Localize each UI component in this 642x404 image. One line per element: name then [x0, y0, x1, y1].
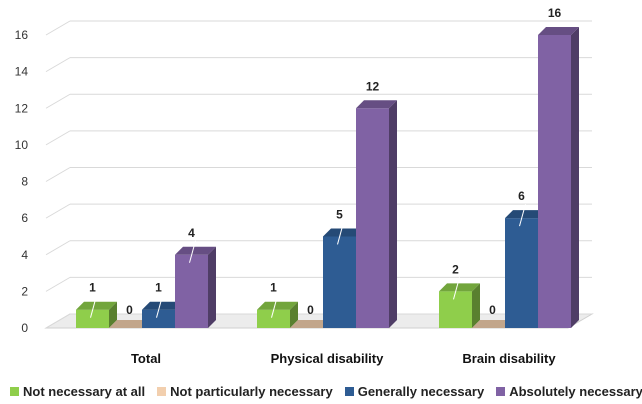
bar: 0 [290, 303, 331, 329]
data-label-leader [519, 203, 526, 227]
legend-swatch [157, 386, 167, 396]
gridline-side [45, 93, 71, 109]
legend-label: Not necessary at all [23, 383, 146, 399]
bar-top [109, 320, 150, 328]
data-label: 1 [270, 281, 277, 295]
data-label: 4 [188, 226, 195, 240]
bar-front [439, 291, 472, 328]
x-axis: Total Physical disability Brain disability [131, 351, 556, 366]
y-tick-label: 8 [21, 175, 28, 189]
y-axis: 0 2 4 6 8 10 12 14 16 [15, 28, 29, 335]
data-label: 1 [155, 281, 162, 295]
y-tick-label: 0 [21, 321, 28, 335]
data-label: 16 [548, 6, 562, 20]
bar-side [290, 301, 298, 328]
data-label: 12 [366, 79, 380, 93]
y-tick-label: 14 [15, 65, 29, 79]
gridline-side [45, 276, 71, 292]
bar-top [439, 283, 480, 292]
bar-top [505, 210, 546, 219]
bar: 12 [356, 79, 397, 328]
legend-item: Not necessary at all [10, 384, 145, 399]
bar-front [323, 236, 356, 328]
legend-item: Absolutely necessary [496, 384, 642, 399]
data-label: 1 [89, 281, 96, 295]
bar-top [538, 27, 579, 35]
bar-top [257, 301, 298, 310]
bar-side [109, 301, 117, 328]
bar-top [356, 100, 397, 109]
bar-front [356, 108, 389, 328]
bar: 0 [109, 303, 150, 329]
bar-top [290, 320, 331, 328]
chart-bars: 1 0 1 4 1 0 5 12 2 0 6 16 [76, 6, 579, 329]
bar-front [538, 35, 571, 328]
data-label-leader [189, 240, 196, 263]
x-category-label: Brain disability [462, 351, 556, 366]
gridline-side [45, 203, 71, 219]
legend-swatch [10, 386, 19, 396]
bar: 16 [538, 6, 579, 328]
y-tick-label: 4 [21, 248, 28, 262]
data-label: 2 [452, 262, 459, 276]
bar-side [208, 246, 216, 328]
bar-front [142, 309, 175, 328]
bar-side [571, 27, 579, 328]
bar-top [175, 246, 216, 255]
legend-label: Absolutely necessary [509, 383, 642, 399]
bar-front [175, 254, 208, 328]
data-label-leader [271, 295, 278, 318]
gridline-side [45, 130, 71, 146]
y-tick-label: 6 [21, 211, 28, 225]
bar-front [505, 218, 538, 328]
data-label: 6 [518, 189, 525, 203]
x-category-label: Total [131, 351, 161, 366]
bar-side [472, 283, 480, 328]
legend-label: Generally necessary [357, 383, 485, 399]
bar-top [142, 301, 183, 310]
legend-label: Not particularly necessary [170, 383, 333, 399]
chart-legend: Not necessary at all Not particularly nec… [10, 382, 642, 400]
bar: 1 [76, 281, 117, 328]
data-label-leader [453, 277, 460, 300]
data-label: 5 [336, 207, 343, 221]
data-label: 0 [126, 303, 133, 317]
data-label-leader [90, 295, 97, 318]
bar-front [76, 309, 109, 328]
gridline-side [45, 167, 71, 182]
bar-front [257, 309, 290, 328]
bar-top [472, 320, 513, 328]
legend-item: Generally necessary [344, 383, 485, 399]
gridline-side [45, 240, 71, 256]
bar-top [323, 228, 364, 237]
bar-top [76, 301, 117, 310]
y-tick-label: 10 [15, 138, 29, 152]
bar: 1 [257, 281, 298, 328]
y-tick-label: 12 [15, 101, 29, 115]
data-label: 0 [489, 303, 496, 317]
gridline-side [45, 57, 71, 73]
data-label-leader [337, 222, 344, 245]
x-category-label: Physical disability [271, 351, 384, 366]
data-label-leader [156, 295, 163, 318]
legend-swatch [344, 386, 354, 396]
data-label: 0 [307, 303, 314, 317]
legend-item: Not particularly necessary [157, 384, 333, 399]
gridline-side [45, 20, 71, 36]
bar-side [389, 100, 397, 328]
y-tick-label: 2 [21, 284, 28, 298]
bar: 4 [175, 226, 216, 328]
legend-swatch [496, 386, 506, 396]
y-tick-label: 16 [15, 28, 29, 42]
gridline-side [45, 313, 71, 329]
bar: 0 [472, 303, 513, 329]
bar: 2 [439, 262, 480, 328]
